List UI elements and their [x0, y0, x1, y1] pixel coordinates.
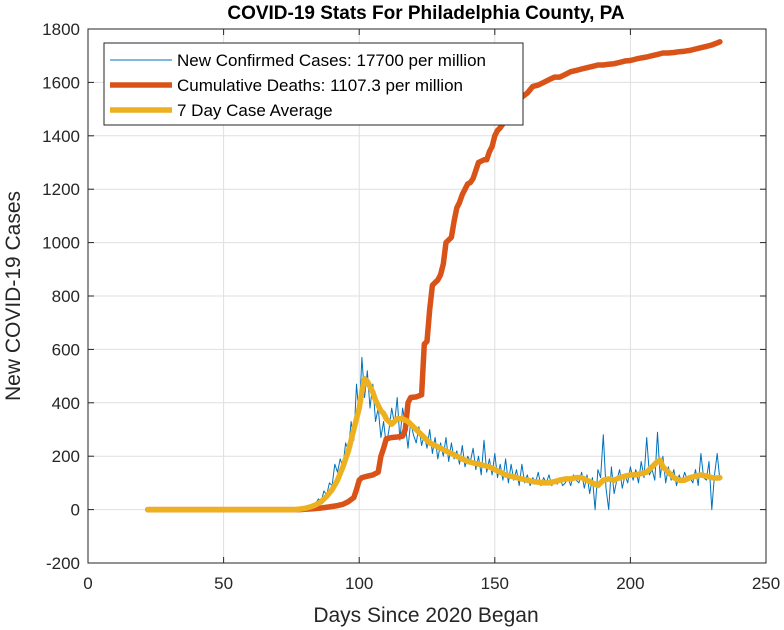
y-tick-label: 600: [52, 340, 80, 359]
legend-entry-case-average: 7 Day Case Average: [177, 101, 333, 120]
x-tick-label: 100: [345, 574, 373, 593]
y-tick-label: 0: [71, 501, 80, 520]
y-tick-label: 400: [52, 394, 80, 413]
y-tick-label: 200: [52, 447, 80, 466]
y-tick-label: 1000: [42, 234, 80, 253]
legend-entry-cumulative-deaths: Cumulative Deaths: 1107.3 per million: [177, 76, 463, 95]
y-tick-label: -200: [46, 554, 80, 573]
y-tick-label: 1800: [42, 20, 80, 39]
x-tick-label: 150: [481, 574, 509, 593]
x-tick-label: 50: [214, 574, 233, 593]
y-tick-label: 1600: [42, 73, 80, 92]
legend-box: [103, 42, 524, 126]
plot-area: 0 50 100 150 200 250-200020040060080010001200…: [42, 20, 780, 593]
chart-title: COVID-19 Stats For Philadelphia County, …: [227, 3, 625, 24]
x-tick-label: 0: [83, 574, 92, 593]
x-axis-label: Days Since 2020 Began: [313, 604, 538, 627]
x-tick-label: 250: [752, 574, 780, 593]
legend-entry-new-cases: New Confirmed Cases: 17700 per million: [177, 51, 486, 70]
y-axis-label: New COVID-19 Cases: [2, 191, 25, 401]
case-average-line: [144, 376, 723, 513]
y-tick-label: 800: [52, 287, 80, 306]
y-tick-label: 1200: [42, 180, 80, 199]
x-tick-label: 200: [616, 574, 644, 593]
y-tick-label: 1400: [42, 127, 80, 146]
cumulative-deaths-line: [144, 39, 723, 513]
